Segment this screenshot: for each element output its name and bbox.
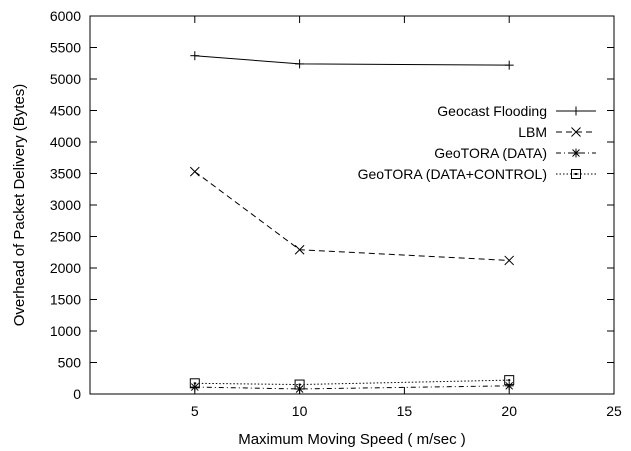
series-geotora-data-control — [189, 375, 515, 390]
y-tick-label: 5500 — [50, 40, 81, 56]
series-line-geotora-data — [194, 385, 510, 390]
marker-stroke — [571, 127, 581, 137]
legend-label-geotora-data-control: GeoTORA (DATA+CONTROL) — [358, 166, 547, 182]
marker-stroke — [189, 166, 200, 177]
legend-entry-geocast-flooding: Geocast Flooding — [437, 103, 596, 119]
x-tick-label: 5 — [191, 403, 199, 419]
y-axis-title: Overhead of Packet Delivery (Bytes) — [11, 84, 28, 327]
legend-marker-geotora-data-control — [571, 169, 581, 179]
marker-dot — [193, 382, 196, 385]
x-tick-label: 25 — [606, 403, 622, 419]
series-lbm — [189, 166, 515, 266]
series-geocast-flooding — [190, 51, 514, 70]
series-group — [189, 51, 515, 394]
axes — [89, 15, 615, 395]
series-line-lbm — [194, 171, 510, 261]
x-axis-title: Maximum Moving Speed ( m/sec ) — [238, 431, 466, 448]
series-geotora-data — [190, 381, 514, 394]
y-tick-label: 4500 — [50, 103, 81, 119]
data-point-lbm — [189, 166, 200, 177]
legend-label-geocast-flooding: Geocast Flooding — [437, 103, 547, 119]
x-tick-label: 20 — [501, 403, 517, 419]
y-tick-label: 4000 — [50, 134, 81, 150]
series-line-geocast-flooding — [194, 55, 510, 66]
marker-stroke — [189, 378, 200, 389]
y-tick-label: 500 — [58, 355, 82, 371]
legend-marker-lbm — [571, 127, 581, 137]
y-tick-label: 3500 — [50, 166, 81, 182]
y-tick-label: 1000 — [50, 323, 81, 339]
marker-stroke — [294, 379, 305, 390]
y-tick-label: 3000 — [50, 197, 81, 213]
x-tick-label: 15 — [397, 403, 413, 419]
marker-stroke — [505, 381, 514, 390]
data-point-lbm — [294, 244, 305, 255]
data-point-geotora-data-control — [294, 379, 305, 390]
y-tick-label: 6000 — [50, 8, 81, 24]
y-tick-label: 2000 — [50, 260, 81, 276]
legend-entry-geotora-data: GeoTORA (DATA) — [434, 145, 596, 161]
ticks: 0 500 1000 1500 2000 2500 3000 3500 4000 4500 5000… — [50, 8, 622, 419]
data-point-geocast-flooding — [504, 60, 514, 70]
y-tick-label: 0 — [73, 386, 81, 402]
legend-label-lbm: LBM — [518, 124, 547, 140]
marker-stroke — [504, 255, 515, 266]
y-tick-label: 1500 — [50, 292, 81, 308]
marker-dot — [508, 379, 511, 382]
legend-marker-geocast-flooding — [571, 106, 581, 116]
series-line-geotora-data-control — [194, 379, 510, 386]
marker-stroke — [571, 169, 581, 179]
marker-stroke — [294, 244, 305, 255]
data-point-lbm — [504, 255, 515, 266]
legend: Geocast Flooding LBM GeoTORA (DATA) GeoTORA… — [358, 103, 596, 182]
marker-dot — [575, 173, 577, 175]
y-tick-label: 5000 — [50, 71, 81, 87]
data-point-geotora-data-control — [504, 375, 515, 386]
data-point-geocast-flooding — [295, 59, 305, 69]
legend-entry-lbm: LBM — [518, 124, 596, 140]
data-point-geocast-flooding — [190, 51, 200, 61]
marker-dot — [298, 383, 301, 386]
x-tick-label: 10 — [292, 403, 308, 419]
data-point-geotora-data — [504, 381, 514, 391]
plot-frame — [89, 15, 615, 395]
legend-marker-geotora-data — [571, 148, 581, 158]
data-point-geotora-data-control — [189, 378, 200, 389]
legend-entry-geotora-data-control: GeoTORA (DATA+CONTROL) — [358, 166, 596, 182]
marker-stroke — [504, 375, 515, 386]
legend-label-geotora-data: GeoTORA (DATA) — [434, 145, 547, 161]
marker-stroke — [190, 383, 199, 391]
y-tick-label: 2500 — [50, 229, 81, 245]
marker-stroke — [572, 149, 580, 157]
